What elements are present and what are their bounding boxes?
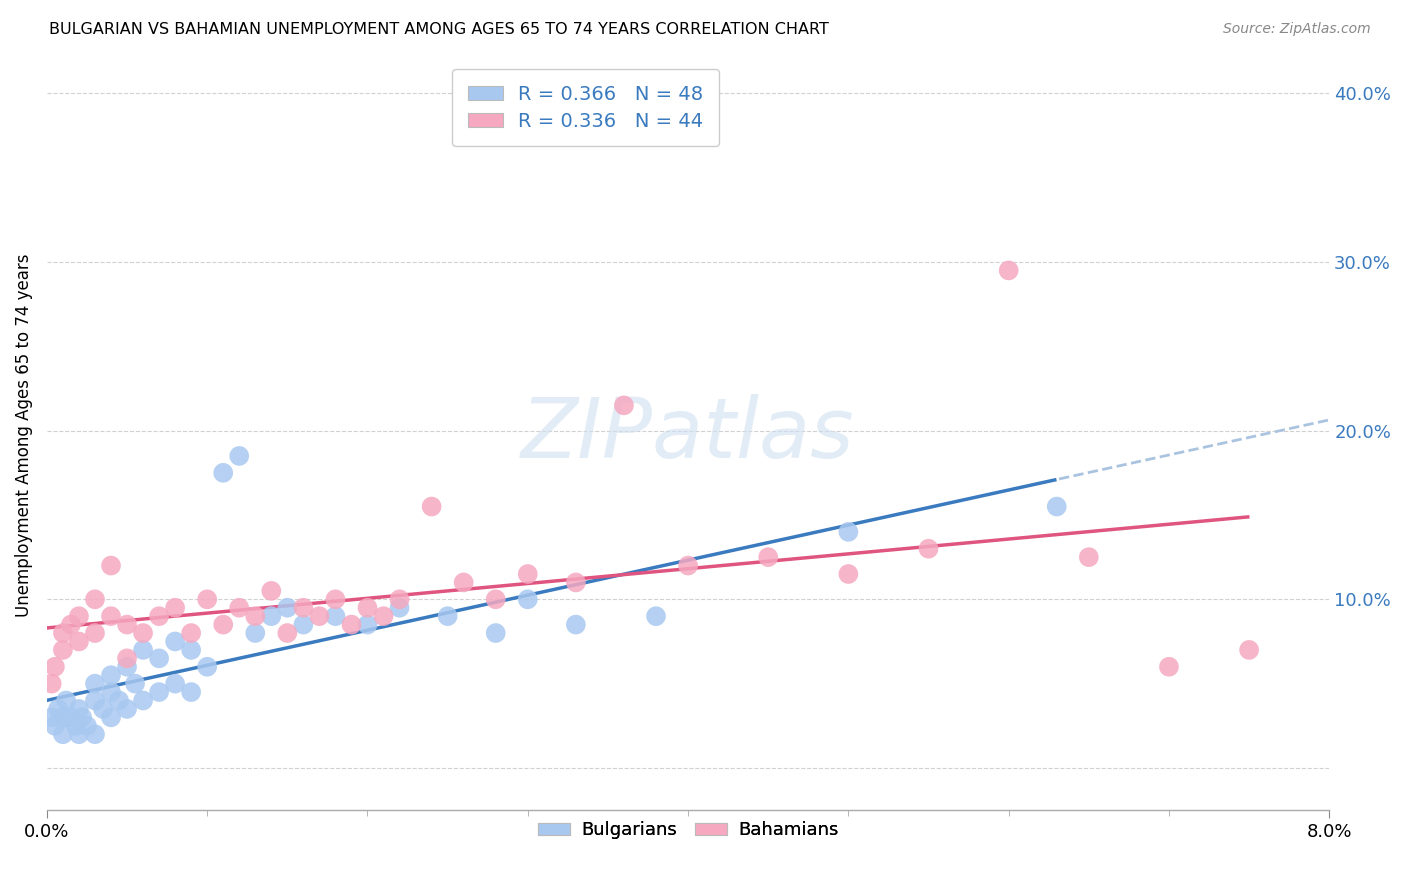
Point [100,609,122,624]
Point [132,643,155,657]
Point [44,659,66,673]
Point [1157,659,1180,673]
Point [373,609,395,624]
Point [676,558,699,573]
Point [59,617,82,632]
Point [52,710,75,724]
Text: BULGARIAN VS BAHAMIAN UNEMPLOYMENT AMONG AGES 65 TO 74 YEARS CORRELATION CHART: BULGARIAN VS BAHAMIAN UNEMPLOYMENT AMONG… [49,22,830,37]
Point [180,643,202,657]
Point [46,702,69,716]
Point [516,592,538,607]
Point [228,449,250,463]
Point [388,592,411,607]
Point [565,575,588,590]
Y-axis label: Unemployment Among Ages 65 to 74 years: Unemployment Among Ages 65 to 74 years [15,253,32,616]
Point [212,617,235,632]
Point [132,693,155,707]
Point [1046,500,1069,514]
Point [260,609,283,624]
Legend: Bulgarians, Bahamians: Bulgarians, Bahamians [523,806,853,854]
Point [108,693,131,707]
Point [245,609,267,624]
Point [180,626,202,640]
Point [485,626,508,640]
Point [453,575,475,590]
Point [100,558,122,573]
Point [67,727,90,741]
Point [997,263,1019,277]
Point [565,617,588,632]
Point [55,693,77,707]
Point [1077,550,1099,565]
Point [165,600,187,615]
Point [70,710,93,724]
Point [276,600,298,615]
Point [59,710,82,724]
Point [516,567,538,582]
Point [67,609,90,624]
Point [100,710,122,724]
Point [325,609,347,624]
Text: ZIPatlas: ZIPatlas [522,394,855,475]
Point [115,651,138,665]
Point [645,609,668,624]
Point [52,626,75,640]
Point [837,524,859,539]
Point [292,600,315,615]
Point [100,685,122,699]
Point [436,609,458,624]
Point [148,685,170,699]
Point [325,592,347,607]
Point [228,600,250,615]
Point [180,685,202,699]
Point [165,676,187,690]
Point [195,592,218,607]
Point [340,617,363,632]
Point [84,727,107,741]
Point [195,659,218,673]
Point [67,702,90,716]
Point [132,626,155,640]
Point [917,541,939,556]
Point [420,500,443,514]
Point [115,659,138,673]
Point [485,592,508,607]
Point [41,676,63,690]
Point [308,609,330,624]
Point [388,600,411,615]
Point [84,592,107,607]
Point [356,600,378,615]
Point [41,710,63,724]
Point [84,676,107,690]
Point [356,617,378,632]
Point [84,626,107,640]
Point [44,719,66,733]
Point [100,668,122,682]
Point [84,693,107,707]
Point [756,550,779,565]
Point [613,398,636,412]
Point [148,651,170,665]
Point [67,634,90,648]
Point [260,583,283,598]
Point [52,727,75,741]
Text: Source: ZipAtlas.com: Source: ZipAtlas.com [1223,22,1371,37]
Point [212,466,235,480]
Point [124,676,146,690]
Point [837,567,859,582]
Point [91,702,114,716]
Point [1237,643,1260,657]
Point [292,617,315,632]
Point [148,609,170,624]
Point [276,626,298,640]
Point [76,719,98,733]
Point [245,626,267,640]
Point [115,702,138,716]
Point [165,634,187,648]
Point [115,617,138,632]
Point [65,719,87,733]
Point [52,643,75,657]
